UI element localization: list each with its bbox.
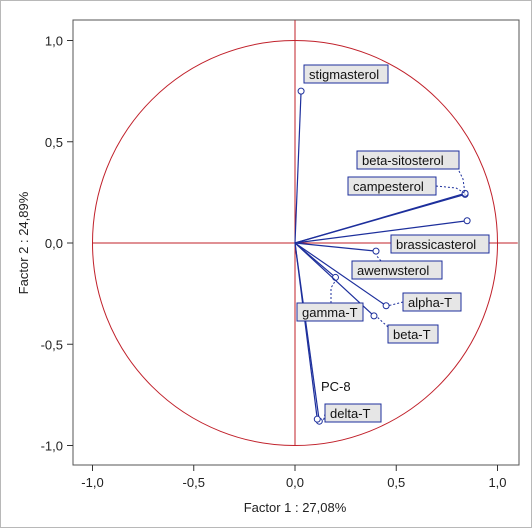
point-gamma-t: [332, 273, 339, 281]
label-pc-8: PC-8: [321, 379, 351, 394]
label-beta-sitosterol: beta-sitosterol: [362, 153, 444, 168]
leader-campesterol: [435, 185, 466, 194]
leader-beta-sitosterol: [458, 170, 466, 195]
point-awenwsterol: [372, 247, 380, 255]
x-tick-label: -1,0: [81, 475, 103, 490]
x-tick-label: -0,5: [183, 475, 205, 490]
label-box-stigmasterol: [303, 64, 389, 84]
leader-gamma-t: [330, 280, 336, 303]
point-pc-8: [313, 415, 321, 423]
x-tick-label: 0,5: [387, 475, 405, 490]
label-box-campesterol: [347, 176, 437, 196]
leader-beta-t: [376, 316, 389, 328]
y-tick-label: -1,0: [41, 439, 63, 454]
label-campesterol: campesterol: [353, 179, 424, 194]
vector-pc-8: [294, 242, 318, 420]
vector-stigmasterol: [294, 91, 302, 244]
label-alpha-t: alpha-T: [408, 295, 452, 310]
x-tick-label: 1,0: [488, 475, 506, 490]
label-brassicasterol: brassicasterol: [396, 237, 476, 252]
label-box-beta-sitosterol: [356, 150, 460, 170]
vector-awenwsterol: [294, 242, 377, 252]
y-tick-label: -0,5: [41, 337, 63, 352]
point-brassicasterol: [463, 217, 471, 225]
x-tick-label: 0,0: [286, 475, 304, 490]
point-beta-t: [370, 312, 378, 320]
label-awenwsterol: awenwsterol: [357, 263, 429, 278]
y-tick-label: 0,0: [45, 236, 63, 251]
vector-brassicasterol: [294, 220, 468, 244]
label-stigmasterol: stigmasterol: [309, 67, 379, 82]
label-box-beta-t: [387, 324, 439, 344]
x-axis-title: Factor 1 : 27,08%: [244, 500, 347, 515]
point-campesterol: [461, 189, 469, 197]
label-box-awenwsterol: [351, 260, 443, 280]
y-tick-label: 0,5: [45, 135, 63, 150]
vector-alpha-t: [294, 242, 387, 307]
label-box-delta-t: [324, 403, 382, 423]
label-box-brassicasterol: [390, 234, 490, 254]
label-beta-t: beta-T: [393, 327, 431, 342]
y-axis-title: Factor 2 : 24,89%: [16, 191, 31, 294]
y-tick-label: 1,0: [45, 34, 63, 49]
label-box-alpha-t: [402, 292, 462, 312]
leader-awenwsterol: [375, 254, 382, 262]
point-alpha-t: [382, 302, 390, 310]
label-gamma-t: gamma-T: [302, 305, 358, 320]
point-stigmasterol: [297, 87, 305, 95]
vector-campesterol: [294, 192, 466, 244]
leader-alpha-t: [388, 301, 404, 307]
label-box-gamma-t: [296, 302, 364, 322]
label-delta-t: delta-T: [330, 406, 371, 421]
